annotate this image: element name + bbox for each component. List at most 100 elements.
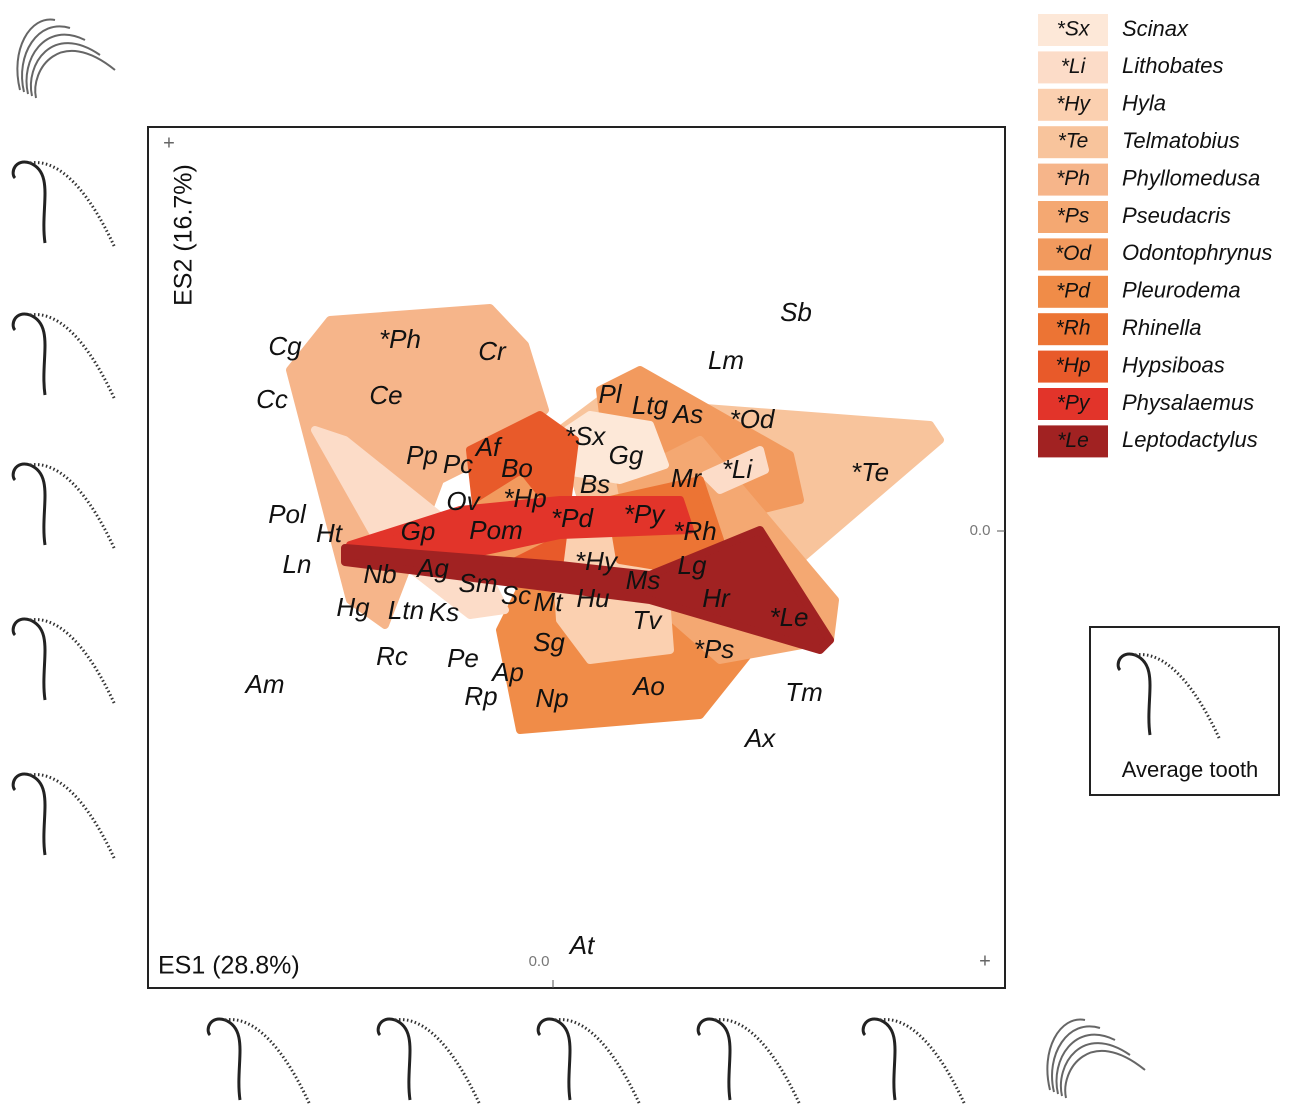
tooth-outline bbox=[698, 1019, 800, 1105]
species-point: At bbox=[568, 930, 596, 960]
species-point: Mr bbox=[671, 463, 703, 493]
species-point: Pe bbox=[447, 643, 479, 673]
legend-code: *Li bbox=[1061, 55, 1087, 78]
legend-code: *Pd bbox=[1056, 279, 1091, 302]
species-point: Gp bbox=[401, 516, 436, 546]
species-point: Tm bbox=[785, 677, 823, 707]
species-point: Ms bbox=[626, 565, 661, 595]
legend-code: *Te bbox=[1058, 130, 1089, 153]
species-point: Ltn bbox=[388, 595, 424, 625]
tooth-outline bbox=[13, 619, 115, 705]
species-point: Am bbox=[244, 669, 285, 699]
tooth-outline bbox=[378, 1019, 480, 1105]
x-axis-label: ES1 (28.8%) bbox=[158, 952, 300, 980]
legend-code: *Le bbox=[1057, 429, 1089, 452]
species-point: Pom bbox=[469, 515, 522, 545]
species-point: Ao bbox=[631, 671, 665, 701]
species-point: *Rh bbox=[673, 516, 716, 546]
legend-label: Pleurodema bbox=[1122, 278, 1241, 303]
legend-label: Pseudacris bbox=[1122, 203, 1231, 228]
legend-code: *Ph bbox=[1056, 167, 1090, 190]
species-point: Ax bbox=[743, 723, 776, 753]
species-point: *Py bbox=[624, 499, 666, 529]
species-point: Ln bbox=[283, 549, 312, 579]
tooth-outline bbox=[208, 1019, 310, 1105]
species-point: Cg bbox=[268, 331, 302, 361]
corner-mark: + bbox=[979, 950, 991, 972]
species-point: Pp bbox=[406, 440, 438, 470]
species-point: *Te bbox=[851, 457, 889, 487]
y-tick-label: 0.0 bbox=[970, 522, 991, 539]
species-point: Hr bbox=[702, 583, 731, 613]
tooth-outline bbox=[538, 1019, 640, 1105]
legend-label: Scinax bbox=[1122, 16, 1189, 41]
species-point: Rp bbox=[464, 681, 497, 711]
species-point: Bs bbox=[580, 469, 610, 499]
species-point: Af bbox=[474, 432, 503, 462]
tooth-outline bbox=[13, 774, 115, 860]
species-point: Pl bbox=[598, 379, 622, 409]
tooth-outline bbox=[13, 162, 115, 248]
legend-label: Lithobates bbox=[1122, 53, 1224, 78]
tooth-outline-fan bbox=[17, 20, 115, 98]
species-point: Cr bbox=[478, 336, 507, 366]
species-point: As bbox=[671, 399, 703, 429]
inset-title: Average tooth bbox=[1122, 757, 1259, 782]
corner-mark: + bbox=[163, 132, 175, 154]
species-point: Lg bbox=[678, 550, 707, 580]
species-point: Np bbox=[535, 683, 568, 713]
tooth-outline bbox=[863, 1019, 965, 1105]
legend-code: *Sx bbox=[1057, 18, 1091, 41]
legend-label: Rhinella bbox=[1122, 315, 1202, 340]
species-point: Lm bbox=[708, 345, 744, 375]
species-point: Bo bbox=[501, 453, 533, 483]
species-point: *Sx bbox=[565, 421, 606, 451]
species-point: Nb bbox=[363, 559, 396, 589]
species-point: Pol bbox=[268, 499, 307, 529]
tooth-outline bbox=[13, 314, 115, 400]
legend-label: Odontophrynus bbox=[1122, 240, 1272, 265]
legend-code: *Rh bbox=[1055, 317, 1090, 340]
species-point: Ltg bbox=[632, 390, 669, 420]
species-point: *Pd bbox=[551, 503, 594, 533]
legend-code: *Ps bbox=[1057, 205, 1090, 228]
species-point: Tv bbox=[633, 605, 664, 635]
legend-code: *Py bbox=[1057, 392, 1091, 415]
species-point: Pc bbox=[443, 449, 473, 479]
legend-code: *Hp bbox=[1055, 354, 1090, 377]
species-point: Mt bbox=[534, 587, 565, 617]
tooth-outline bbox=[13, 464, 115, 550]
species-point: *Od bbox=[730, 404, 776, 434]
figure: Cg*PhCrCcCePlLtgAs*OdLmSb*SxGgPpPcAfBoBs… bbox=[0, 0, 1291, 1117]
legend-label: Leptodactylus bbox=[1122, 427, 1258, 452]
legend-label: Physalaemus bbox=[1122, 390, 1254, 415]
species-point: Ce bbox=[369, 380, 402, 410]
species-point: *Le bbox=[769, 602, 808, 632]
species-point: Ht bbox=[316, 518, 344, 548]
legend-label: Phyllomedusa bbox=[1122, 165, 1260, 190]
species-point: Ks bbox=[429, 597, 459, 627]
species-point: Hu bbox=[576, 583, 609, 613]
page: Cg*PhCrCcCePlLtgAs*OdLmSb*SxGgPpPcAfBoBs… bbox=[0, 0, 1291, 1117]
species-point: Ag bbox=[415, 553, 449, 583]
species-point: *Ps bbox=[694, 634, 734, 664]
legend-code: *Od bbox=[1055, 242, 1093, 265]
legend-label: Telmatobius bbox=[1122, 128, 1240, 153]
species-point: Sm bbox=[459, 568, 498, 598]
species-point: Sc bbox=[501, 580, 531, 610]
x-tick-label: 0.0 bbox=[529, 953, 550, 970]
species-point: *Ph bbox=[379, 324, 421, 354]
species-point: *Li bbox=[722, 454, 754, 484]
species-point: Sb bbox=[780, 297, 812, 327]
species-point: Ov bbox=[446, 486, 481, 516]
species-point: *Hp bbox=[503, 483, 546, 513]
y-axis-label: ES2 (16.7%) bbox=[170, 164, 198, 306]
legend-label: Hypsiboas bbox=[1122, 352, 1225, 377]
legend-label: Hyla bbox=[1122, 91, 1166, 116]
species-point: Hg bbox=[336, 592, 370, 622]
legend-code: *Hy bbox=[1056, 92, 1091, 115]
species-point: Rc bbox=[376, 641, 408, 671]
species-point: Gg bbox=[609, 440, 644, 470]
species-point: Cc bbox=[256, 384, 288, 414]
